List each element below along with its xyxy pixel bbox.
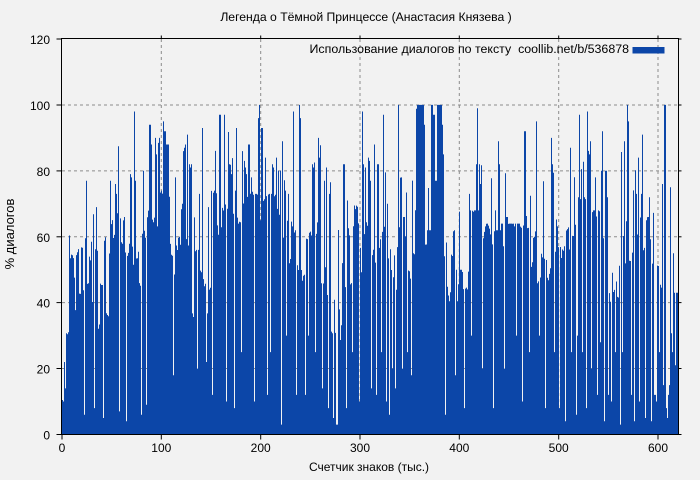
svg-text:100: 100 <box>151 441 171 455</box>
svg-text:20: 20 <box>37 363 51 377</box>
svg-text:Счетчик знаков (тыс.): Счетчик знаков (тыс.) <box>309 460 429 474</box>
svg-text:600: 600 <box>648 441 668 455</box>
svg-text:200: 200 <box>251 441 271 455</box>
svg-text:Использование диалогов по текс: Использование диалогов по тексту coollib… <box>310 42 630 56</box>
svg-text:120: 120 <box>30 33 50 47</box>
svg-text:0: 0 <box>43 429 50 443</box>
svg-text:100: 100 <box>30 99 50 113</box>
svg-text:% диалогов: % диалогов <box>2 199 17 270</box>
svg-text:80: 80 <box>37 165 51 179</box>
svg-text:60: 60 <box>37 231 51 245</box>
svg-text:40: 40 <box>37 297 51 311</box>
svg-text:Легенда о Тёмной Принцессе (Ан: Легенда о Тёмной Принцессе (Анастасия Кн… <box>220 10 511 24</box>
svg-text:500: 500 <box>549 441 569 455</box>
svg-text:400: 400 <box>449 441 469 455</box>
svg-text:300: 300 <box>350 441 370 455</box>
svg-text:0: 0 <box>59 441 66 455</box>
